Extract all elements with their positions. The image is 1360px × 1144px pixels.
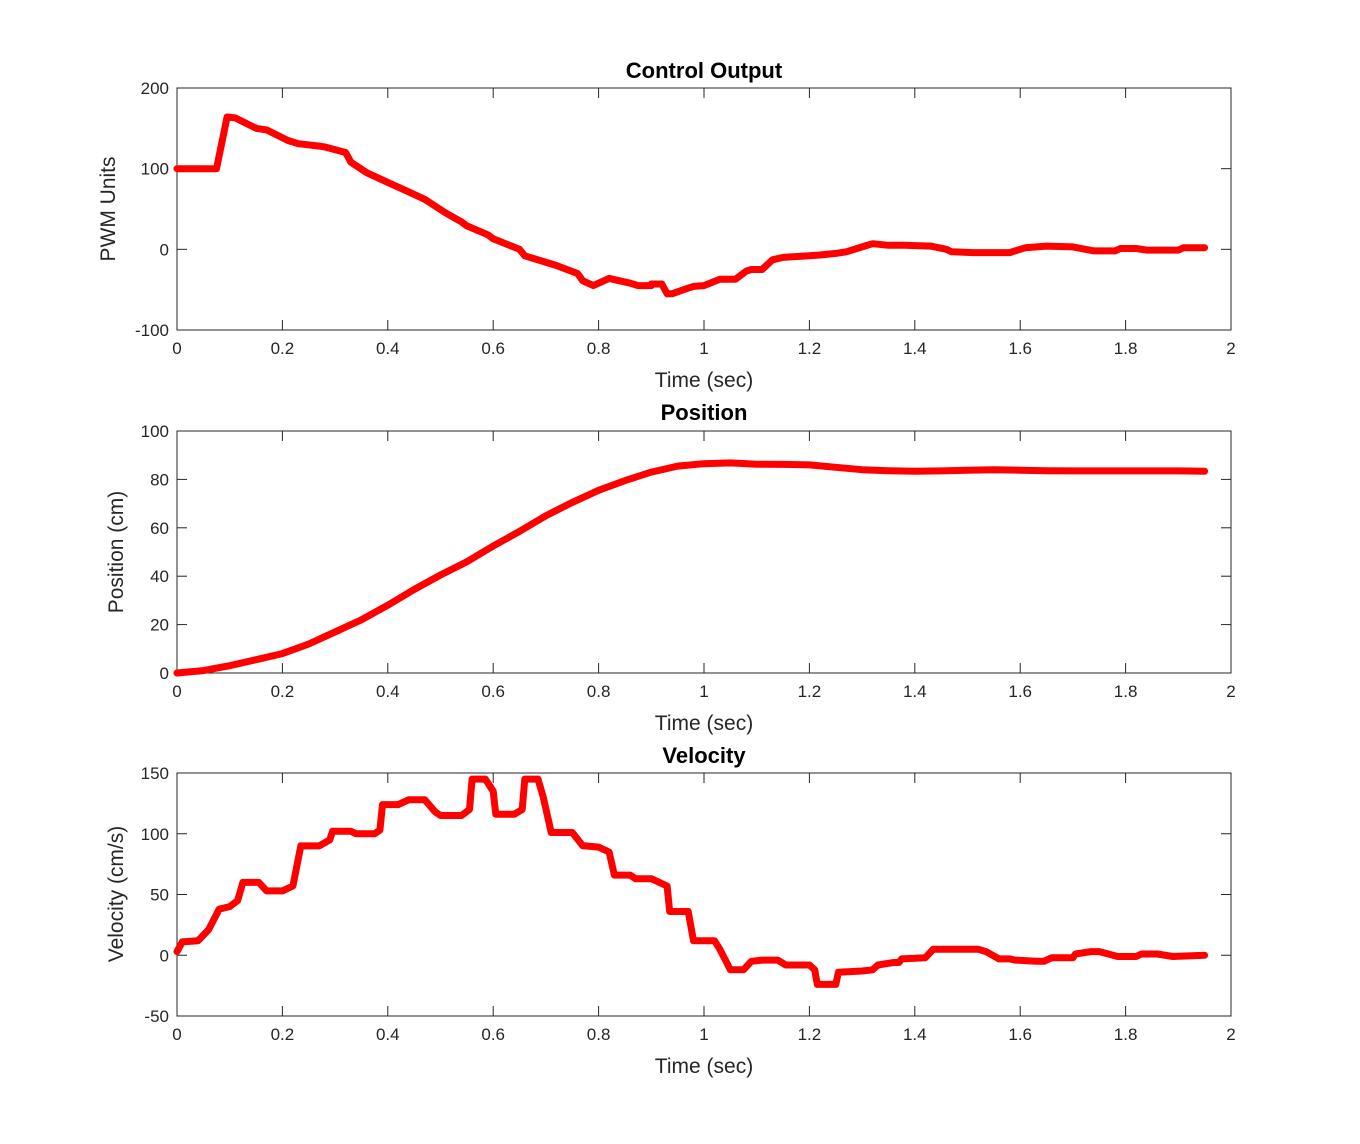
x-axis-label: Time (sec) [655,1055,753,1078]
y-axis-label: Velocity (cm/s) [105,826,128,963]
x-axis-label: Time (sec) [655,712,753,735]
x-tick-label: 1.8 [1114,1025,1138,1044]
x-tick-label: 1.6 [1008,682,1032,701]
x-tick-label: 1.4 [903,1025,927,1044]
y-tick-label: 20 [150,616,169,635]
x-tick-label: 0.2 [271,682,295,701]
tick-marks [176,772,1232,1017]
x-tick-label: 0 [172,1025,181,1044]
axes-box [176,87,1232,331]
y-tick-label: 0 [160,240,169,259]
x-tick-label: 0.8 [587,339,611,358]
x-tick-label: 0 [172,339,181,358]
subplot-control-output: Control Output 0 0.2 0.4 0.6 0.8 1 1.2 1.4 1.6 1.… [97,58,1236,392]
y-tick-labels: -100 0 100 200 [135,79,169,340]
y-tick-label: 40 [150,567,169,586]
x-tick-labels: 0 0.2 0.4 0.6 0.8 1 1.2 1.4 1.6 1.8 2 [172,682,1235,701]
series-layer [173,775,1209,988]
x-tick-label: 1.2 [798,1025,822,1044]
x-tick-label: 1.6 [1008,1025,1032,1044]
y-tick-label: -100 [135,321,169,340]
x-tick-label: 0.4 [376,1025,400,1044]
y-axis-label: PWM Units [97,157,120,262]
y-tick-labels: -50 0 50 100 150 [141,764,169,1026]
x-tick-label: 0.6 [481,1025,505,1044]
x-tick-label: 1.6 [1008,339,1032,358]
x-tick-label: 1.8 [1114,682,1138,701]
series-line [173,113,1209,298]
subplot-title: Control Output [626,58,783,83]
y-tick-label: 150 [141,764,169,783]
x-tick-label: 2 [1226,1025,1235,1044]
series-line [173,459,1209,677]
subplot-title: Velocity [662,743,746,768]
axes-box [176,772,1232,1017]
tick-marks [176,87,1232,331]
series-layer [173,459,1209,677]
y-tick-labels: 0 20 40 60 80 100 [141,422,169,683]
y-tick-label: 200 [141,79,169,98]
x-tick-label: 1.2 [798,682,822,701]
x-tick-label: 0.2 [271,1025,295,1044]
x-tick-label: 0.6 [481,682,505,701]
x-tick-label: 0 [172,682,181,701]
y-tick-label: 100 [141,825,169,844]
y-tick-label: 0 [160,946,169,965]
y-tick-label: -50 [144,1007,169,1026]
series-line [173,775,1209,988]
tick-marks [176,430,1232,674]
y-tick-label: 60 [150,519,169,538]
x-tick-label: 1.8 [1114,339,1138,358]
x-tick-label: 0.6 [481,339,505,358]
y-tick-label: 80 [150,470,169,489]
x-tick-label: 1.4 [903,682,927,701]
x-tick-label: 1.4 [903,339,927,358]
x-tick-label: 1 [699,682,708,701]
x-tick-label: 0.8 [587,682,611,701]
subplot-position: Position 0 0.2 0.4 0.6 0.8 1 1.2 1.4 1.6 1.8 2 0 20… [105,400,1236,735]
y-tick-label: 50 [150,886,169,905]
x-axis-label: Time (sec) [655,369,753,392]
x-tick-labels: 0 0.2 0.4 0.6 0.8 1 1.2 1.4 1.6 1.8 2 [172,1025,1235,1044]
y-tick-label: 0 [160,664,169,683]
x-tick-label: 2 [1226,682,1235,701]
x-tick-label: 2 [1226,339,1235,358]
x-tick-label: 1.2 [798,339,822,358]
y-tick-label: 100 [141,422,169,441]
series-layer [173,113,1209,298]
x-tick-label: 0.4 [376,339,400,358]
x-tick-label: 0.4 [376,682,400,701]
x-tick-label: 1 [699,1025,708,1044]
x-tick-label: 0.2 [271,339,295,358]
subplot-title: Position [661,400,748,425]
y-tick-label: 100 [141,160,169,179]
y-axis-label: Position (cm) [105,491,128,614]
axes-box [176,430,1232,674]
subplot-velocity: Velocity 0 0.2 0.4 0.6 0.8 1 1.2 1.4 1.6 1.8 2 -50… [105,743,1236,1078]
x-tick-labels: 0 0.2 0.4 0.6 0.8 1 1.2 1.4 1.6 1.8 2 [172,339,1235,358]
x-tick-label: 0.8 [587,1025,611,1044]
x-tick-label: 1 [699,339,708,358]
